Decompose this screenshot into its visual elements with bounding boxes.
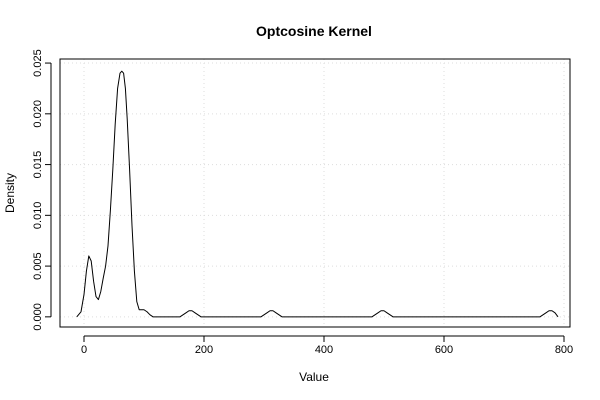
chart-title: Optcosine Kernel bbox=[256, 23, 372, 39]
x-tick-label-2: 400 bbox=[315, 344, 333, 356]
density-curve-0 bbox=[76, 70, 559, 318]
x-tick-label-3: 600 bbox=[435, 344, 453, 356]
x-axis: 0 200 400 600 800 bbox=[81, 335, 573, 356]
x-tick-label-0: 0 bbox=[81, 344, 87, 356]
y-axis-label: Density bbox=[3, 173, 17, 213]
y-tick-label-0: 0.000 bbox=[32, 303, 44, 331]
series-layer bbox=[76, 70, 559, 318]
grid bbox=[60, 59, 570, 327]
y-tick-label-1: 0.005 bbox=[32, 252, 44, 280]
y-tick-label-5: 0.025 bbox=[32, 49, 44, 77]
y-tick-label-3: 0.015 bbox=[32, 151, 44, 179]
x-tick-label-1: 200 bbox=[195, 344, 213, 356]
x-axis-label: Value bbox=[299, 370, 329, 384]
plot-area-frame bbox=[59, 58, 571, 328]
x-tick-label-4: 800 bbox=[555, 344, 573, 356]
y-tick-label-4: 0.020 bbox=[32, 100, 44, 128]
y-axis: 0.000 0.005 0.010 0.015 0.020 0.025 bbox=[32, 49, 52, 331]
y-tick-label-2: 0.010 bbox=[32, 202, 44, 230]
